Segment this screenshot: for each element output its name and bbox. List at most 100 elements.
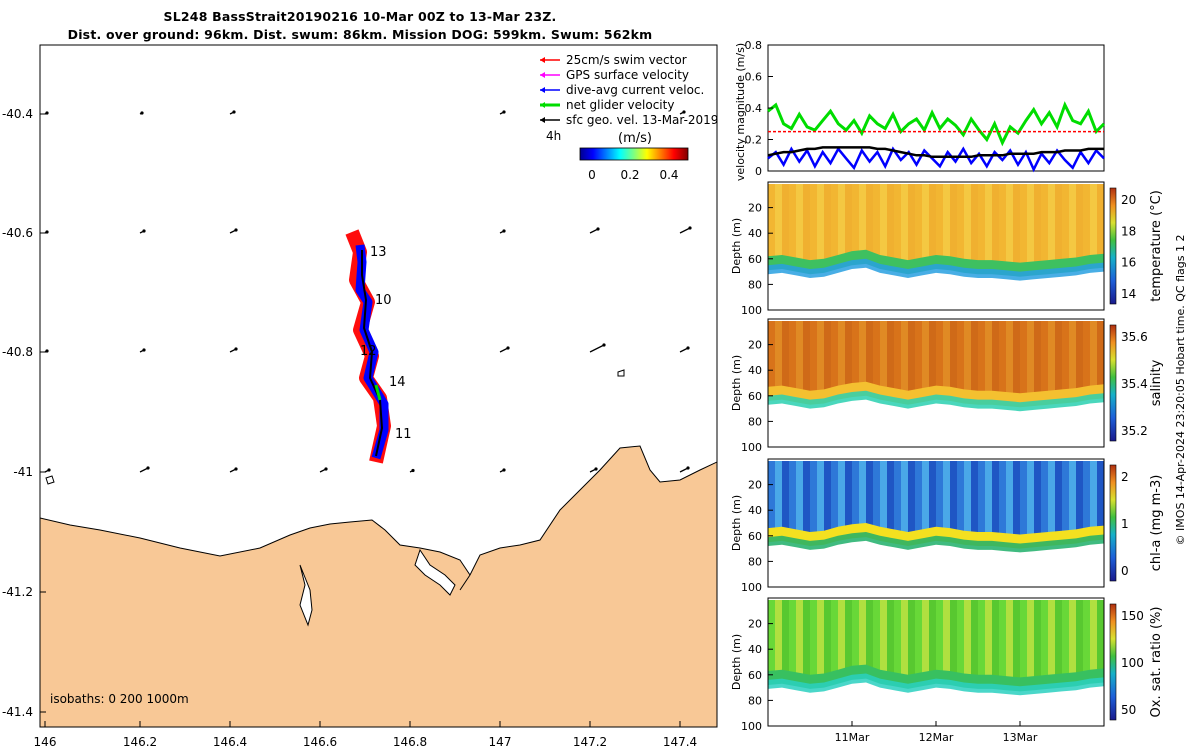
colorbar-tick-label: 50 (1121, 703, 1136, 717)
legend-arrowhead (540, 102, 545, 108)
colorbar-tick-label: 14 (1121, 287, 1136, 301)
map-frame (39, 44, 718, 728)
section-cell (768, 321, 776, 396)
section-ytick-label: 60 (748, 530, 762, 543)
section-cell (859, 321, 867, 392)
section-cell (915, 600, 923, 684)
section-cell (1006, 184, 1014, 271)
section-cell (936, 184, 944, 264)
day-label: 14 (389, 375, 406, 390)
section-colorbar (1109, 464, 1117, 582)
section-cell (1006, 321, 1014, 401)
section-cell (873, 321, 881, 391)
section-cell (992, 600, 1000, 684)
section-cell (1034, 321, 1042, 401)
section-cell (1097, 600, 1105, 678)
section-cell (1062, 184, 1070, 268)
map-ytick-label: -40.4 (2, 107, 33, 121)
section-cell (922, 600, 930, 682)
section-cell (873, 600, 881, 674)
section-frame (767, 458, 1105, 588)
section-cell (1041, 321, 1049, 400)
geo-arrow-head (688, 226, 692, 230)
section-cell (929, 600, 937, 682)
section-cell (936, 600, 944, 679)
colorbar-tick-label: 16 (1121, 256, 1136, 270)
island-outline (617, 369, 625, 377)
time-tick-label: 11Mar (835, 731, 870, 744)
section-cell (845, 600, 853, 679)
section-cell (1062, 321, 1070, 399)
geo-arrow-head (234, 467, 238, 471)
geostrophic-arrows (44, 110, 692, 473)
section-ytick-label: 80 (748, 555, 762, 568)
section-cell (964, 184, 972, 268)
section-cell (1034, 184, 1042, 271)
section-cell (1013, 461, 1021, 544)
section-cell (950, 461, 958, 538)
geo-arrow-head (232, 110, 236, 114)
section-cell (880, 184, 888, 264)
section-cell (999, 600, 1007, 686)
chart-title-line2: Dist. over ground: 96km. Dist. swum: 86k… (67, 27, 653, 42)
section-cell (1083, 321, 1091, 395)
section-cell (866, 184, 874, 259)
legend-label: 25cm/s swim vector (566, 53, 687, 67)
section-cell (1020, 184, 1028, 272)
section-frame (767, 181, 1105, 311)
chart-title-line1: SL248 BassStrait20190216 10-Mar 00Z to 1… (163, 9, 557, 24)
section-cell (1055, 321, 1063, 399)
section-cell (803, 600, 811, 682)
section-cell (901, 600, 909, 682)
geo-arrow-head (45, 230, 49, 234)
section-cell (1083, 184, 1091, 264)
map-ytick-label: -40.8 (2, 345, 33, 359)
section-cell (1062, 461, 1070, 540)
section-cell (1097, 461, 1105, 535)
velocity-ytick-label: 0.6 (745, 71, 763, 84)
section-cell (915, 184, 923, 270)
velocity-series-line (767, 101, 1106, 147)
section-cell (922, 461, 930, 539)
geo-arrow-head (142, 348, 146, 352)
tamar-estuary (414, 548, 456, 596)
map-ytick-label: -40.6 (2, 226, 33, 240)
section-cell (845, 321, 853, 395)
section-cell (1027, 461, 1035, 543)
section-cell (985, 321, 993, 400)
section-ytick-label: 60 (748, 390, 762, 403)
legend-time: 4h (546, 129, 561, 143)
section-ytick-label: 80 (748, 278, 762, 291)
section-cell (1048, 600, 1056, 684)
section-cell (1020, 321, 1028, 403)
section-cell (915, 321, 923, 400)
section-cell (887, 321, 895, 395)
section-cell (775, 321, 783, 396)
section-ytick-label: 40 (748, 504, 762, 517)
section-cell (971, 600, 979, 684)
colorbar-label: Ox. sat. ratio (%) (1149, 607, 1164, 718)
section-cell (1069, 461, 1077, 539)
section-ytick-label: 100 (741, 581, 762, 594)
section-cell (768, 184, 776, 266)
section-cell (796, 461, 804, 539)
section-panel: 20 40 60 80 100 Depth (m) 20 18 16 14 temperature … (730, 181, 1164, 317)
section-cell (999, 184, 1007, 271)
velocity-ytick-label: 0.4 (745, 102, 763, 115)
map-ytick-label: -41.2 (2, 585, 33, 599)
colorbar-tick-label: 0 (1121, 564, 1129, 578)
section-cell (1083, 600, 1091, 679)
geo-arrow-head (502, 229, 506, 233)
section-cell (789, 600, 797, 679)
section-cell (775, 184, 783, 266)
section-cell (852, 461, 860, 534)
section-ytick-label: 80 (748, 694, 762, 707)
velocity-frame (767, 44, 1105, 172)
inlet (299, 564, 313, 627)
section-cell (894, 600, 902, 682)
section-cell (768, 461, 776, 538)
geo-arrow (589, 344, 605, 353)
colorbar-tick-label: 0 (588, 168, 596, 182)
section-ylabel: Depth (m) (730, 218, 743, 274)
section-ytick-label: 100 (741, 441, 762, 454)
